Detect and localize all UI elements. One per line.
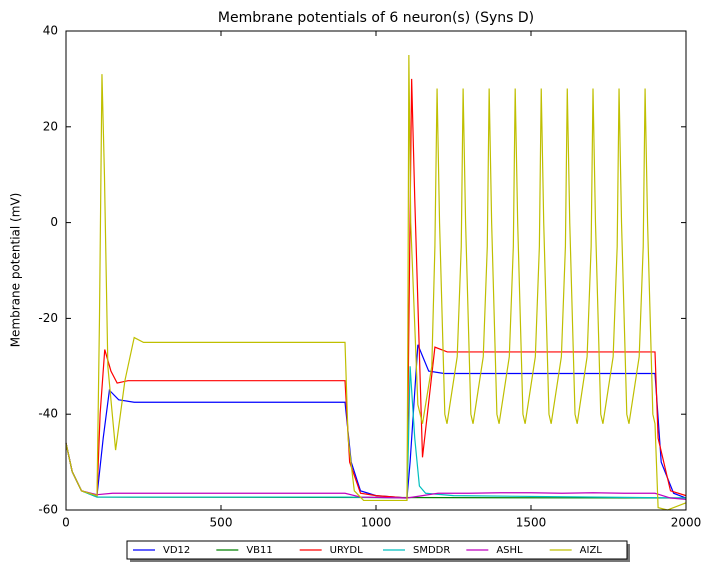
y-tick-label: -20 bbox=[38, 311, 58, 325]
y-tick-label: -40 bbox=[38, 407, 58, 421]
legend-entries: VD12 VB11 URYDL SMDDR ASHL AIZL bbox=[133, 545, 602, 556]
y-tick-label: 20 bbox=[43, 119, 58, 133]
series-line bbox=[65, 78, 687, 499]
chart-title: Membrane potentials of 6 neuron(s) (Syns… bbox=[218, 10, 534, 26]
series-line bbox=[65, 54, 687, 511]
y-tick-label: 0 bbox=[50, 215, 58, 229]
series-line bbox=[65, 442, 687, 501]
x-tick-label: 500 bbox=[210, 516, 233, 530]
plot-area bbox=[66, 31, 686, 510]
legend bbox=[126, 540, 628, 560]
legend-label: ASHL bbox=[496, 545, 523, 556]
y-tick-label: 40 bbox=[43, 24, 58, 38]
ticks: 0 500 1000 1500 2000 -60 -40 -20 0 20 40 bbox=[38, 24, 701, 530]
x-tick-label: 1000 bbox=[361, 516, 392, 530]
lines bbox=[65, 54, 687, 511]
legend-label: AIZL bbox=[580, 545, 603, 556]
x-tick-label: 0 bbox=[62, 516, 70, 530]
x-tick-label: 1500 bbox=[516, 516, 547, 530]
y-axis-label: Membrane potential (mV) bbox=[9, 193, 23, 348]
y-tick-label: -60 bbox=[38, 503, 58, 517]
legend-label: VB11 bbox=[246, 545, 272, 556]
legend-label: URYDL bbox=[330, 545, 363, 556]
legend-label: SMDDR bbox=[413, 545, 450, 556]
x-tick-label: 2000 bbox=[671, 516, 702, 530]
legend-label: VD12 bbox=[163, 545, 190, 556]
